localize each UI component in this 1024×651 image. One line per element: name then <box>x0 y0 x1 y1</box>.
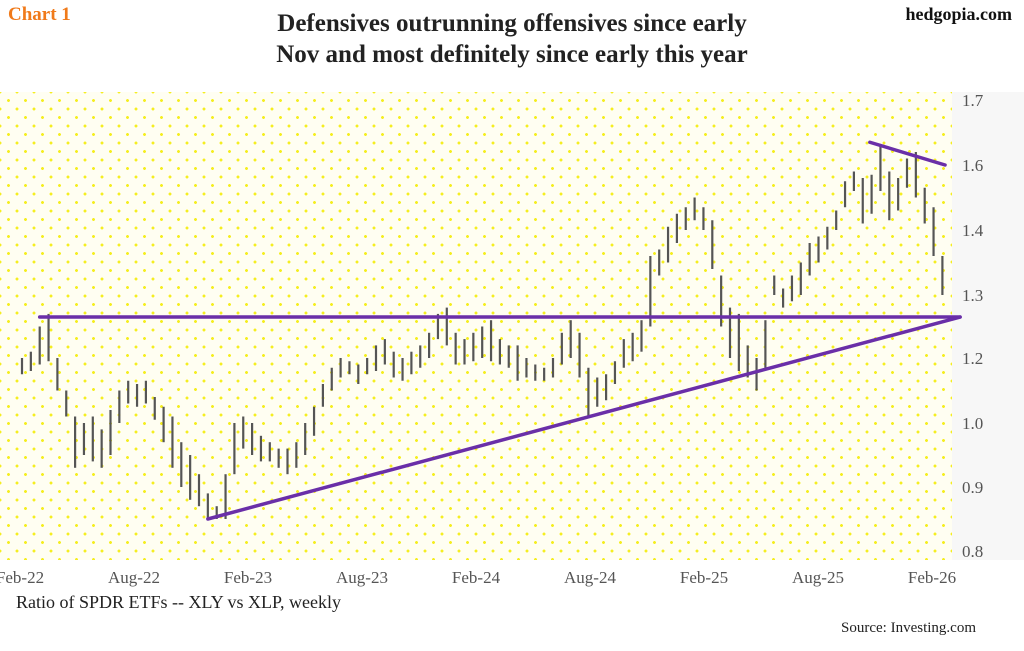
y-tick-label: 1.2 <box>962 349 983 368</box>
chart-number-badge: Chart 1 <box>8 4 71 25</box>
y-tick-label: 1.6 <box>962 156 983 175</box>
x-tick-label: Aug-24 <box>564 568 616 587</box>
y-axis-panel <box>952 92 1024 560</box>
chart-caption: Ratio of SPDR ETFs -- XLY vs XLP, weekly <box>16 592 342 612</box>
x-tick-label: Aug-22 <box>108 568 160 587</box>
trendline <box>868 140 947 167</box>
y-tick-label: 1.4 <box>962 221 984 240</box>
x-tick-label: Feb-25 <box>680 568 728 587</box>
x-tick-label: Feb-22 <box>0 568 44 587</box>
chart-title: Defensives outrunning offensives since e… <box>0 8 1024 70</box>
x-tick-label: Feb-23 <box>224 568 272 587</box>
plot-area <box>0 92 952 560</box>
x-tick-label: Aug-25 <box>792 568 844 587</box>
source-note: Source: Investing.com <box>841 620 976 636</box>
x-tick-label: Feb-24 <box>452 568 501 587</box>
y-tick-label: 1.0 <box>962 414 983 433</box>
trendline <box>206 315 962 521</box>
y-tick-label: 1.7 <box>962 91 984 110</box>
y-tick-label: 0.8 <box>962 542 983 561</box>
y-tick-label: 0.9 <box>962 478 983 497</box>
x-tick-label: Aug-23 <box>336 568 388 587</box>
x-tick-label: Feb-26 <box>908 568 956 587</box>
y-tick-label: 1.3 <box>962 286 983 305</box>
site-watermark: hedgopia.com <box>905 4 1012 24</box>
title-line-1: Defensives outrunning offensives since e… <box>277 10 747 37</box>
title-line-2: Nov and most definitely since early this… <box>276 41 748 68</box>
